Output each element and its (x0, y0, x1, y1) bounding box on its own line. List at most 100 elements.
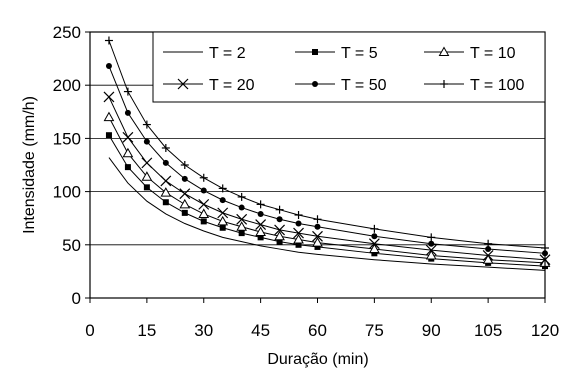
series-line-2 (108, 134, 546, 267)
data-point (236, 221, 248, 231)
legend-item-5: T = 50 (295, 77, 387, 94)
y-tick-label-250: 250 (53, 23, 81, 42)
legend-label: T = 20 (209, 77, 255, 94)
data-point (104, 36, 113, 45)
data-point (179, 198, 191, 209)
legend-item-1: T = 2 (163, 45, 246, 62)
data-point (238, 230, 245, 237)
data-point (161, 143, 170, 152)
data-point (238, 204, 245, 211)
data-point (217, 207, 229, 219)
data-point (123, 87, 132, 96)
x-tick-label-90: 90 (422, 321, 441, 340)
data-point (162, 159, 169, 166)
legend-label: T = 2 (209, 45, 246, 62)
data-point (219, 197, 226, 204)
data-point (124, 109, 131, 116)
data-point (484, 239, 493, 248)
data-point (198, 198, 210, 210)
data-point (295, 220, 302, 227)
data-point (256, 200, 265, 209)
data-point (425, 244, 437, 256)
data-point (312, 230, 323, 242)
data-point (236, 213, 248, 225)
data-point (143, 138, 150, 145)
data-point (255, 219, 267, 231)
x-tick-label-45: 45 (251, 321, 270, 340)
series-line-5 (108, 65, 546, 254)
x-tick-label-30: 30 (194, 321, 213, 340)
y-tick-label-50: 50 (62, 236, 81, 255)
y-axis-title: Intensidade (mm/h) (21, 96, 38, 234)
data-point (160, 175, 172, 187)
series-4 (103, 91, 551, 266)
data-point (427, 233, 436, 242)
data-point (257, 210, 264, 217)
data-point (276, 238, 283, 245)
data-point (368, 238, 380, 250)
data-point (257, 234, 264, 241)
data-point (274, 224, 286, 236)
data-point (293, 227, 304, 239)
data-point (122, 131, 134, 143)
data-point (275, 205, 284, 214)
x-tick-label-105: 105 (474, 321, 502, 340)
legend-marker (312, 81, 318, 87)
data-point (160, 187, 172, 197)
data-point (181, 209, 188, 216)
data-point (314, 223, 321, 230)
legend-item-6: T = 100 (424, 77, 525, 94)
data-point (237, 192, 246, 201)
data-point (294, 211, 303, 220)
data-point (122, 147, 134, 158)
data-point (124, 164, 131, 171)
series-line-4 (108, 96, 546, 261)
data-point (255, 226, 266, 237)
data-point (425, 249, 437, 260)
data-point (482, 250, 494, 261)
data-point (200, 218, 207, 225)
data-point (141, 171, 153, 181)
x-tick-label-120: 120 (531, 321, 559, 340)
series-line-1 (108, 157, 546, 271)
data-point (105, 63, 112, 70)
series-1 (108, 157, 546, 271)
data-point (313, 215, 322, 224)
series-5 (105, 63, 548, 257)
data-point (143, 184, 150, 191)
legend-label: T = 5 (341, 45, 378, 62)
axes: 0 50 100 150 200 250 0 15 30 45 60 75 90 105 120 (53, 23, 560, 340)
data-point (142, 120, 151, 129)
x-tick-label-60: 60 (308, 321, 327, 340)
y-tick-label-200: 200 (53, 76, 81, 95)
data-point (103, 111, 115, 122)
legend: T = 2 T = 5 T = 10 T = 20 T = 50 T = 100 (152, 31, 546, 103)
data-point (199, 173, 208, 182)
data-point (482, 254, 494, 264)
data-point (276, 216, 283, 223)
data-point (369, 243, 380, 254)
legend-box (152, 31, 546, 103)
data-point (200, 187, 207, 194)
data-point (371, 233, 378, 240)
data-point (103, 91, 115, 103)
series-3 (103, 111, 551, 267)
y-tick-label-150: 150 (53, 129, 81, 148)
data-point (274, 230, 285, 241)
data-point (312, 237, 323, 247)
legend-item-2: T = 5 (295, 45, 378, 62)
data-point (485, 246, 492, 253)
legend-marker (440, 80, 448, 88)
x-tick-label-15: 15 (137, 321, 156, 340)
x-tick-label-0: 0 (85, 321, 94, 340)
data-point (218, 184, 227, 193)
legend-marker (438, 46, 450, 56)
data-point (219, 224, 226, 231)
data-point (428, 240, 435, 247)
legend-item-3: T = 10 (424, 45, 516, 62)
data-point (217, 215, 229, 226)
legend-item-4: T = 20 (163, 77, 255, 94)
data-point (179, 188, 191, 200)
data-point (314, 243, 321, 250)
data-point (180, 161, 189, 169)
